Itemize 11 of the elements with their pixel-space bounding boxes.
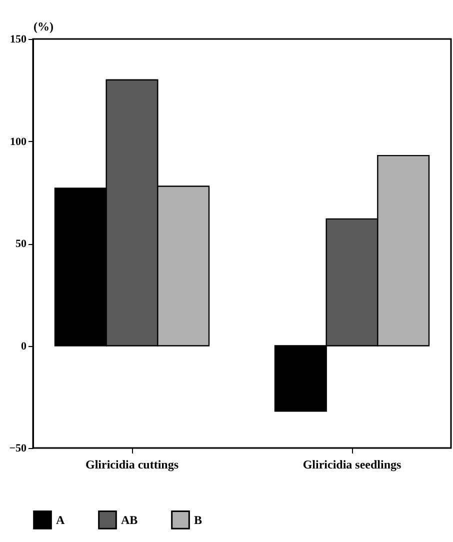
y-axis-title: (%)	[34, 20, 54, 34]
legend-label: A	[56, 512, 65, 527]
y-tick-label: 100	[10, 136, 27, 148]
legend-label: B	[194, 512, 202, 527]
legend-label: AB	[121, 512, 138, 527]
x-tick-label: Gliricidia seedlings	[302, 458, 402, 472]
y-tick-label: 0	[21, 340, 27, 352]
x-tick-label: Gliricidia cuttings	[86, 458, 179, 472]
y-tick-label: −50	[9, 442, 27, 454]
y-tick-label: 150	[10, 34, 27, 46]
y-tick-label: 50	[16, 238, 27, 250]
